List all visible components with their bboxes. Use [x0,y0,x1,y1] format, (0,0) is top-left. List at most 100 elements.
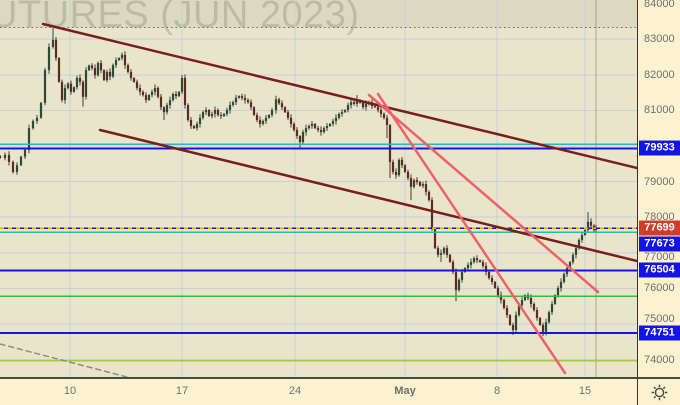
candle [3,154,7,159]
candle [355,100,359,104]
candle [544,322,548,332]
candle [210,113,214,117]
candle [153,87,157,92]
candle [168,100,172,106]
candle [237,96,241,98]
candle [270,110,274,115]
candle [379,110,383,114]
candle [523,295,527,301]
price-tick-label: 76000 [644,282,675,294]
candle [594,227,598,230]
candle [499,295,503,301]
candle [0,155,2,159]
candle [313,123,317,129]
candle [286,112,290,118]
price-tick-label: 75000 [644,313,675,325]
candle [51,39,55,47]
candle [35,117,39,122]
candle [385,117,389,125]
candle [547,312,551,323]
candle [43,70,47,103]
candle [589,221,593,226]
candle [571,254,575,263]
candle [409,178,413,187]
candle [192,126,196,129]
candle [72,87,76,92]
candle [117,58,121,61]
candle [47,46,51,71]
candle [75,77,79,88]
candle [442,248,446,254]
candle [123,54,127,66]
candle [201,112,205,118]
candle [568,262,572,269]
price-tick-label: 74000 [644,354,675,366]
price-scale[interactable]: 84000 83000 82000 81000 79000 78000 77000 76000… [637,0,680,377]
candle [171,93,175,101]
candle [111,65,115,77]
candle [520,300,524,306]
candle [177,91,181,97]
price-tick-label: 81000 [644,104,675,116]
candle [274,99,278,111]
time-tick-label: May [394,385,416,397]
candle [264,117,268,122]
price-level-badge: 76504 [639,262,680,278]
candle [156,87,160,97]
candle [580,234,584,240]
candle [150,91,154,96]
candle [240,96,244,98]
candle [304,128,308,133]
candle [490,278,494,282]
candle [280,103,284,108]
candle [135,81,139,88]
candle [258,119,262,124]
candle [496,288,500,296]
candle [162,107,166,113]
candle [129,71,133,78]
candle [466,264,470,269]
candle [586,221,590,230]
candle [421,184,425,186]
time-tick-label: 24 [288,385,302,397]
candle [213,110,217,114]
plot-area[interactable]: UTURES (JUN 2023) [0,0,637,377]
candle [165,105,169,113]
price-tick-label: 82000 [644,69,675,81]
price-level-badge: 77699 [639,220,680,236]
time-tick-label: 8 [493,385,501,397]
candle [454,271,458,291]
time-tick-label: 10 [63,385,77,397]
candle [174,93,178,97]
candle [39,102,43,118]
candle [246,100,250,103]
candle [460,271,464,280]
candle [316,128,320,130]
candle [261,121,265,124]
candle [487,271,491,279]
price-tick-label: 79000 [644,176,675,188]
candle [448,254,452,263]
candle [418,181,422,186]
candle [298,135,302,143]
candle [289,117,293,124]
candle [84,70,88,97]
candle [343,110,347,113]
time-tick-label: 17 [175,385,189,397]
candle [577,239,581,249]
candlestick-canvas[interactable] [0,0,637,377]
candle [225,110,229,114]
time-scale[interactable]: 10 17 24 May 8 15 [0,377,637,405]
scale-settings-button[interactable] [637,377,680,405]
candle [90,65,94,68]
channel-upper [41,22,637,170]
candle [23,149,27,157]
candle [430,200,434,228]
candle [322,128,326,133]
candle [186,105,190,120]
price-tick-label: 84000 [644,0,675,10]
candle [337,113,341,118]
price-tick-label: 83000 [644,33,675,45]
candle [457,279,461,291]
candle [252,107,256,115]
